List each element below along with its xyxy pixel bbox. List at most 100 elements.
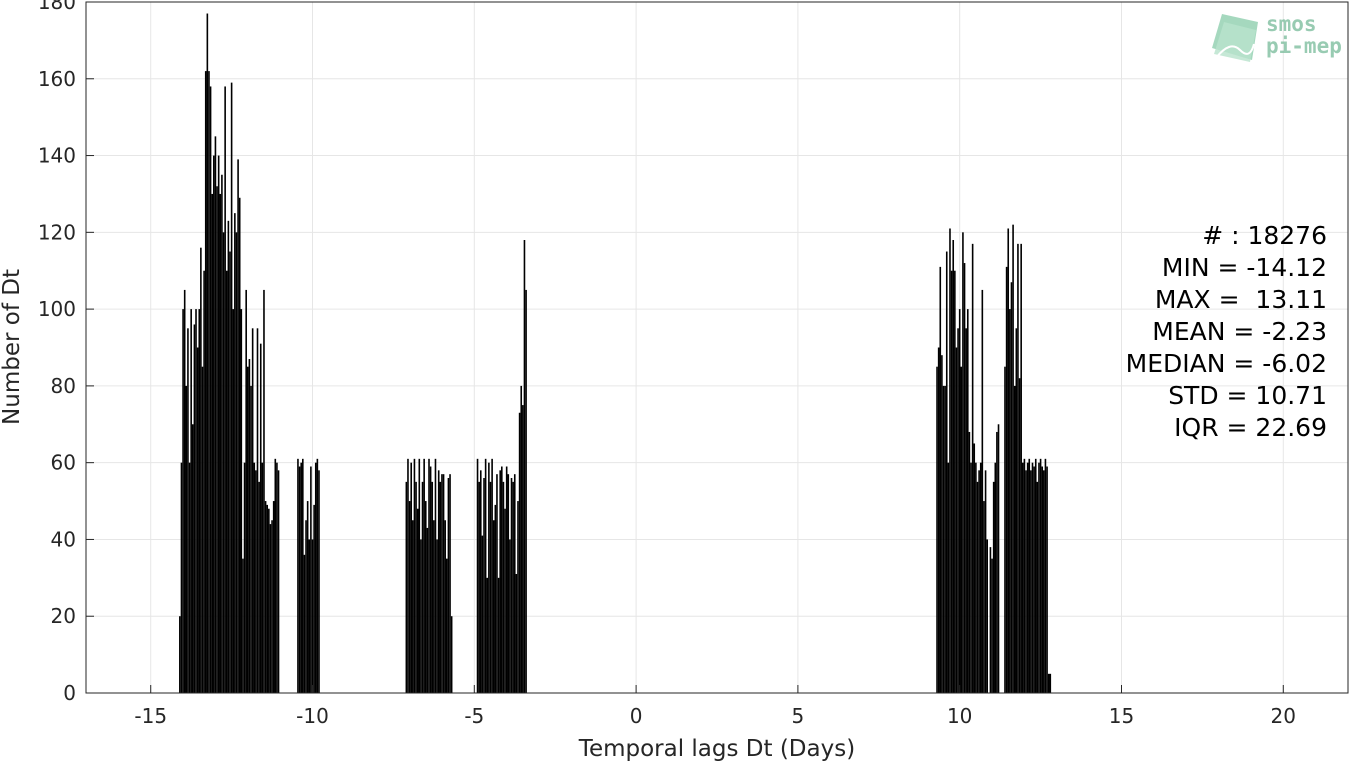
histogram-bar (996, 431, 998, 693)
histogram-bar (936, 366, 938, 693)
histogram-bar (314, 462, 317, 693)
histogram-bar (492, 520, 495, 693)
histogram-bar (986, 539, 988, 693)
histogram-bar (1043, 470, 1045, 693)
histogram-bar (947, 462, 950, 693)
histogram-bar (449, 474, 451, 693)
histogram-bar (525, 289, 527, 693)
logo-text-pimep: pi-mep (1266, 34, 1342, 58)
histogram-bar (979, 462, 982, 693)
histogram-bar (1046, 466, 1048, 693)
histogram-bar (1044, 458, 1047, 693)
histogram-bar (268, 508, 270, 693)
histogram-bar (225, 270, 228, 693)
histogram-bar (513, 474, 516, 693)
histogram-bar (269, 524, 272, 693)
histogram-bar (198, 309, 201, 693)
histogram-bar (502, 481, 505, 693)
histogram-bar (180, 462, 183, 693)
histogram-bar (509, 539, 511, 693)
stat-min: MIN = -14.12 (1162, 253, 1327, 282)
histogram-bar (277, 470, 280, 693)
histogram-bar (968, 431, 971, 693)
histogram-bar (213, 155, 215, 693)
histogram-bar (958, 309, 961, 693)
plot-frame (85, 1, 1349, 694)
histogram-bar (232, 309, 235, 693)
histogram-bar (235, 232, 238, 693)
histogram-bar (311, 539, 314, 693)
histogram-bar (486, 577, 489, 693)
histogram-bar (246, 366, 249, 693)
histogram-bar (193, 324, 196, 693)
y-tick-label: 100 (38, 297, 76, 321)
histogram-bar (182, 309, 184, 693)
histogram-bar (407, 458, 409, 693)
histogram-bar (476, 458, 479, 693)
histogram-bar (200, 247, 202, 693)
x-tick-label: 15 (1109, 704, 1134, 728)
histogram-bar (439, 481, 442, 693)
histogram-bar (1010, 282, 1013, 693)
histogram-bar (234, 213, 236, 693)
histogram-bar (242, 558, 244, 693)
histogram-bar (424, 501, 427, 693)
histogram-bar (1004, 366, 1006, 693)
histogram-bar (955, 347, 958, 693)
histogram-bar (994, 462, 997, 693)
histogram-bar (1005, 266, 1008, 693)
histogram-bar (206, 13, 209, 693)
histogram-bar (251, 328, 254, 693)
stat-count: # : 18276 (1202, 221, 1327, 250)
histogram-bar (188, 462, 191, 693)
x-tick-label: 0 (630, 704, 643, 728)
histogram-bar (517, 501, 519, 693)
histogram-bar (437, 470, 440, 693)
histogram-bar (1013, 385, 1016, 693)
histogram-bar (316, 458, 319, 693)
histogram-bar (221, 174, 223, 693)
histogram-bar (240, 309, 243, 693)
histogram-bar (450, 616, 453, 693)
histogram-bar (447, 478, 450, 693)
histogram-bar (962, 232, 964, 693)
histogram-bar (497, 577, 500, 693)
histogram-bar (191, 424, 194, 693)
histogram-bar (507, 474, 510, 693)
histogram-bar (243, 462, 246, 693)
x-tick-label: 20 (1271, 704, 1296, 728)
y-tick-label: 180 (38, 0, 76, 14)
histogram-bar (219, 193, 222, 693)
histogram-bar (201, 366, 204, 693)
x-tick-label: -15 (134, 704, 167, 728)
histogram-bar (992, 481, 995, 693)
histogram-bar (256, 328, 259, 693)
histogram-bar (433, 520, 435, 693)
histogram-bar (434, 458, 437, 693)
histogram-bar (245, 289, 247, 693)
histogram-bar (478, 481, 480, 693)
histogram-bar (423, 458, 425, 693)
histogram-bar (405, 481, 408, 693)
y-tick-label: 80 (51, 374, 76, 398)
histogram-bar (1036, 481, 1039, 693)
histogram-bar (966, 309, 969, 693)
histogram-bar (303, 554, 306, 693)
histogram-bar (211, 193, 213, 693)
y-axis-ticks: 0 20 40 60 80 100 120 140 160 180 (38, 0, 94, 705)
y-tick-label: 0 (63, 681, 76, 705)
histogram-bar (229, 251, 231, 693)
y-tick-label: 160 (38, 67, 76, 91)
histogram-bar (318, 470, 320, 693)
histogram-bar (515, 573, 518, 693)
histogram-bar (491, 458, 493, 693)
histogram-bar (496, 474, 498, 693)
histogram-bar (976, 481, 979, 693)
histogram-bar (420, 539, 422, 693)
histogram-bar (970, 462, 972, 693)
histogram-bar (305, 520, 307, 693)
histogram-bar (1028, 458, 1031, 693)
stat-std: STD = 10.71 (1168, 381, 1327, 410)
histogram-bar (991, 558, 993, 693)
histogram-bar (520, 385, 523, 693)
